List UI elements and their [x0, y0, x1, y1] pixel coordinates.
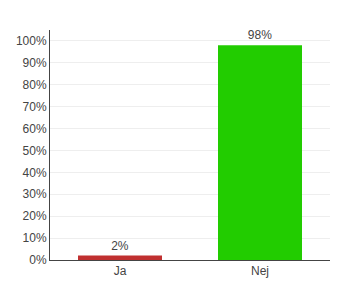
- svg-text:70%: 70%: [23, 100, 47, 114]
- svg-text:100%: 100%: [16, 34, 47, 48]
- svg-text:80%: 80%: [23, 78, 47, 92]
- svg-text:20%: 20%: [23, 209, 47, 223]
- svg-text:0%: 0%: [29, 253, 47, 267]
- svg-text:50%: 50%: [23, 144, 47, 158]
- svg-text:98%: 98%: [248, 28, 272, 42]
- svg-text:Ja: Ja: [114, 264, 127, 278]
- svg-text:2%: 2%: [111, 239, 129, 253]
- svg-text:Nej: Nej: [251, 264, 269, 278]
- svg-text:40%: 40%: [23, 166, 47, 180]
- svg-text:10%: 10%: [23, 231, 47, 245]
- svg-text:30%: 30%: [23, 187, 47, 201]
- svg-text:90%: 90%: [23, 56, 47, 70]
- svg-text:60%: 60%: [23, 122, 47, 136]
